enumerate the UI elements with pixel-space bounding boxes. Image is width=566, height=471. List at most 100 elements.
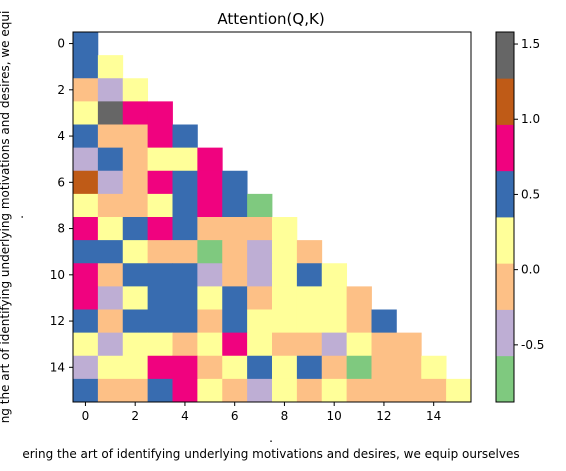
heatmap-cell — [122, 263, 149, 287]
heatmap-cell — [73, 332, 99, 357]
heatmap-cell — [97, 263, 124, 287]
heatmap-cell — [197, 170, 223, 195]
heatmap-cell — [147, 286, 173, 310]
heatmap-cell — [197, 263, 223, 287]
heatmap-cell — [371, 355, 397, 380]
heatmap-cell — [172, 147, 198, 172]
heatmap-cell — [97, 101, 124, 125]
heatmap-cell — [321, 263, 348, 287]
colorbar-segment — [496, 78, 514, 125]
colorbar-segment — [496, 263, 514, 310]
heatmap-cell — [371, 309, 397, 334]
heatmap-cell — [321, 355, 348, 380]
y-tick-label: 14 — [50, 360, 65, 374]
y-axis-ticks: 0 2 4 6 8 10 12 14 — [50, 37, 73, 374]
heatmap-cell — [172, 378, 198, 403]
heatmap-cell — [396, 378, 422, 403]
y-axis-dot: . — [12, 215, 26, 219]
heatmap-cell — [396, 355, 422, 380]
heatmap-cell — [122, 217, 149, 241]
heatmap-cell — [272, 332, 298, 357]
y-tick-label: 4 — [57, 129, 65, 143]
heatmap-cell — [247, 193, 273, 218]
heatmap-cell — [321, 378, 348, 403]
heatmap-cell — [247, 309, 273, 334]
heatmap-cell — [122, 147, 149, 172]
heatmap-cell — [346, 355, 372, 380]
heatmap-cell — [346, 309, 372, 334]
heatmap-cell — [97, 378, 124, 403]
heatmap-cell — [296, 309, 323, 334]
heatmap-cell — [247, 355, 273, 380]
colorbar-tick-label: 1.5 — [521, 37, 540, 51]
heatmap-cell — [147, 147, 173, 172]
colorbar-tick-label: -0.5 — [521, 338, 544, 352]
heatmap-cell — [296, 286, 323, 310]
heatmap-cell — [296, 263, 323, 287]
x-tick-label: 10 — [327, 409, 342, 423]
heatmap-cell — [272, 309, 298, 334]
heatmap-cell — [97, 78, 124, 102]
heatmap-cell — [247, 217, 273, 241]
heatmap-cell — [73, 240, 99, 264]
chart-title: Attention(Q,K) — [217, 10, 324, 28]
y-axis-label: ng the art of identifying underlying mot… — [0, 11, 12, 424]
heatmap-cell — [272, 240, 298, 264]
heatmap-cell — [197, 217, 223, 241]
heatmap-cell — [197, 355, 223, 380]
heatmap-cell — [97, 170, 124, 195]
colorbar-segment — [496, 309, 514, 357]
heatmap-cell — [222, 170, 248, 195]
heatmap-cell — [122, 193, 149, 218]
heatmap-cell — [172, 217, 198, 241]
heatmap-cell — [73, 309, 99, 334]
heatmap-cell — [247, 332, 273, 357]
y-tick-label: 10 — [50, 268, 65, 282]
heatmap-cell — [172, 124, 198, 149]
heatmap-cell — [147, 101, 173, 125]
heatmap-cell — [97, 217, 124, 241]
heatmap-cell — [272, 286, 298, 310]
heatmap-cell — [122, 78, 149, 102]
heatmap-cell — [321, 309, 348, 334]
y-tick-label: 6 — [57, 175, 65, 189]
x-tick-label: 8 — [281, 409, 289, 423]
colorbar-segment — [496, 355, 514, 403]
x-tick-label: 2 — [131, 409, 139, 423]
heatmap-cell — [122, 355, 149, 380]
heatmap-cell — [172, 286, 198, 310]
heatmap-cell — [197, 286, 223, 310]
heatmap-cell — [247, 378, 273, 403]
heatmap-cell — [97, 286, 124, 310]
heatmap-cell — [73, 170, 99, 195]
y-tick-label: 8 — [57, 222, 65, 236]
heatmap-cell — [73, 193, 99, 218]
heatmap-cell — [321, 286, 348, 310]
colorbar-tick-label: 1.0 — [521, 112, 540, 126]
heatmap-cell — [222, 240, 248, 264]
heatmap-cell — [172, 332, 198, 357]
x-tick-label: 0 — [82, 409, 90, 423]
heatmap-cell — [73, 147, 99, 172]
colorbar-tick-label: 0.5 — [521, 187, 540, 201]
heatmap-cell — [97, 124, 124, 149]
heatmap-cell — [296, 378, 323, 403]
heatmap-cell — [73, 101, 99, 125]
colorbar-segment — [496, 32, 514, 79]
heatmap-cell — [222, 309, 248, 334]
heatmap-cell — [222, 286, 248, 310]
heatmap-cell — [97, 147, 124, 172]
heatmap-cell — [122, 124, 149, 149]
heatmap-cell — [296, 240, 323, 264]
heatmap-cell — [73, 217, 99, 241]
heatmap-cell — [371, 332, 397, 357]
heatmap-cell — [197, 309, 223, 334]
heatmap-cell — [222, 217, 248, 241]
heatmap-cell — [197, 332, 223, 357]
x-tick-label: 12 — [376, 409, 391, 423]
heatmap-cell — [222, 332, 248, 357]
heatmap-cell — [197, 193, 223, 218]
heatmap-cell — [222, 355, 248, 380]
heatmap-cell — [73, 263, 99, 287]
